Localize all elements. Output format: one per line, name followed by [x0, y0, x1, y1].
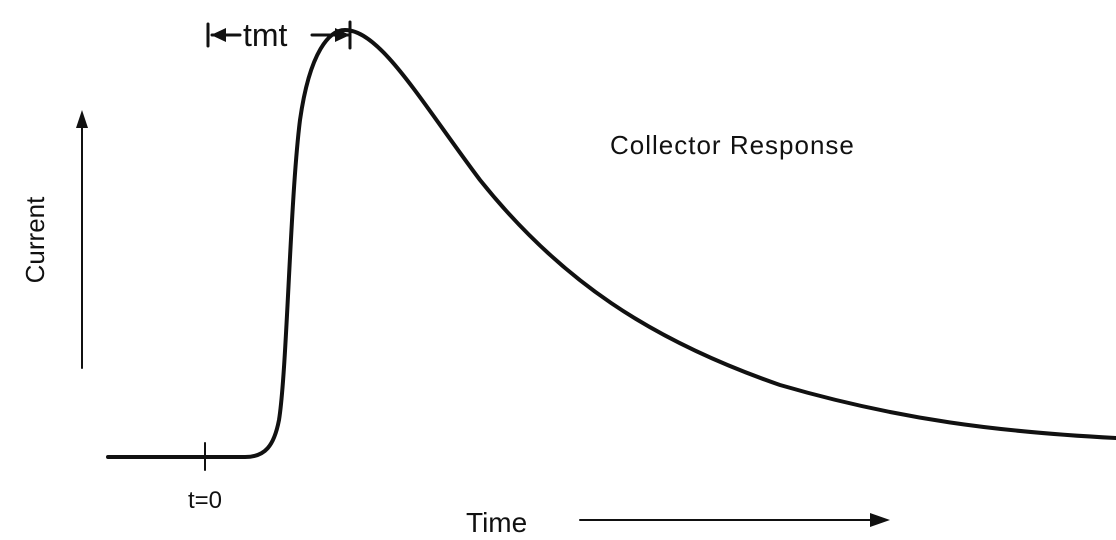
- curve-title: Collector Response: [610, 130, 855, 160]
- x-axis-head: [870, 513, 890, 527]
- tmt-left-head: [211, 28, 226, 42]
- y-axis-head: [76, 110, 88, 128]
- response-curve: [106, 27, 1116, 459]
- tmt-right-head: [335, 28, 350, 42]
- x-axis-label: Time: [466, 507, 527, 538]
- origin-label: t=0: [188, 487, 222, 514]
- y-axis-label: Current: [20, 196, 50, 283]
- tmt-label: tmt: [243, 17, 288, 53]
